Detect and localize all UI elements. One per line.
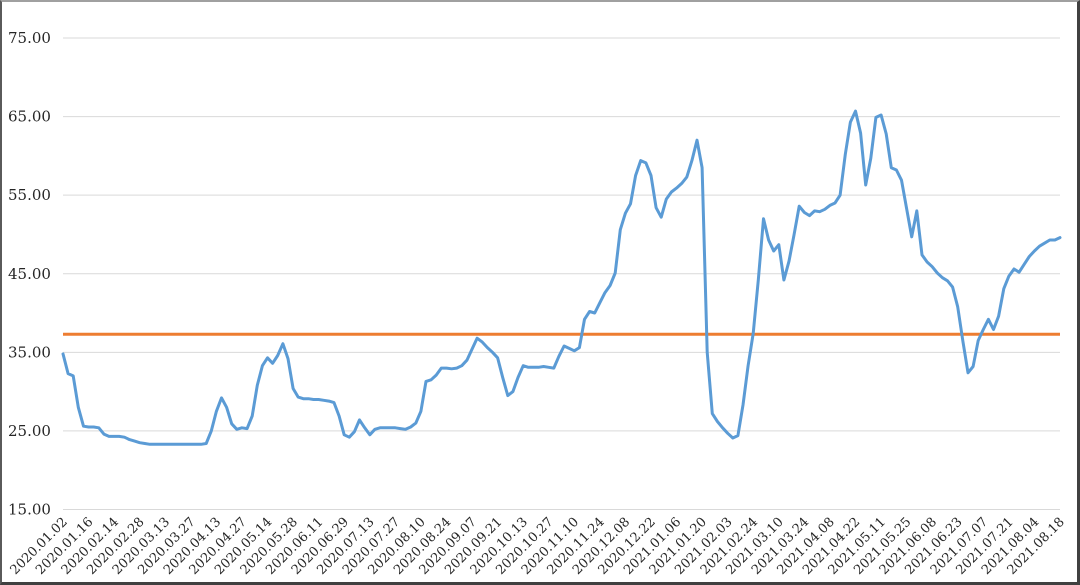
y-axis-labels: 15.00 25.00 35.00 45.00 55.00 65.00 75.00 <box>8 29 51 519</box>
gridlines <box>63 37 1060 510</box>
y-tick-label: 25.00 <box>8 422 51 440</box>
y-tick-label: 45.00 <box>8 265 51 283</box>
x-axis-labels: 2020.01.022020.01.162020.02.142020.02.28… <box>8 515 1068 578</box>
y-tick-label: 15.00 <box>8 501 51 519</box>
series-line <box>61 109 1062 446</box>
y-tick-label: 55.00 <box>8 186 51 204</box>
y-tick-label: 75.00 <box>8 29 51 47</box>
y-tick-label: 65.00 <box>8 108 51 126</box>
y-tick-label: 35.00 <box>8 343 51 361</box>
